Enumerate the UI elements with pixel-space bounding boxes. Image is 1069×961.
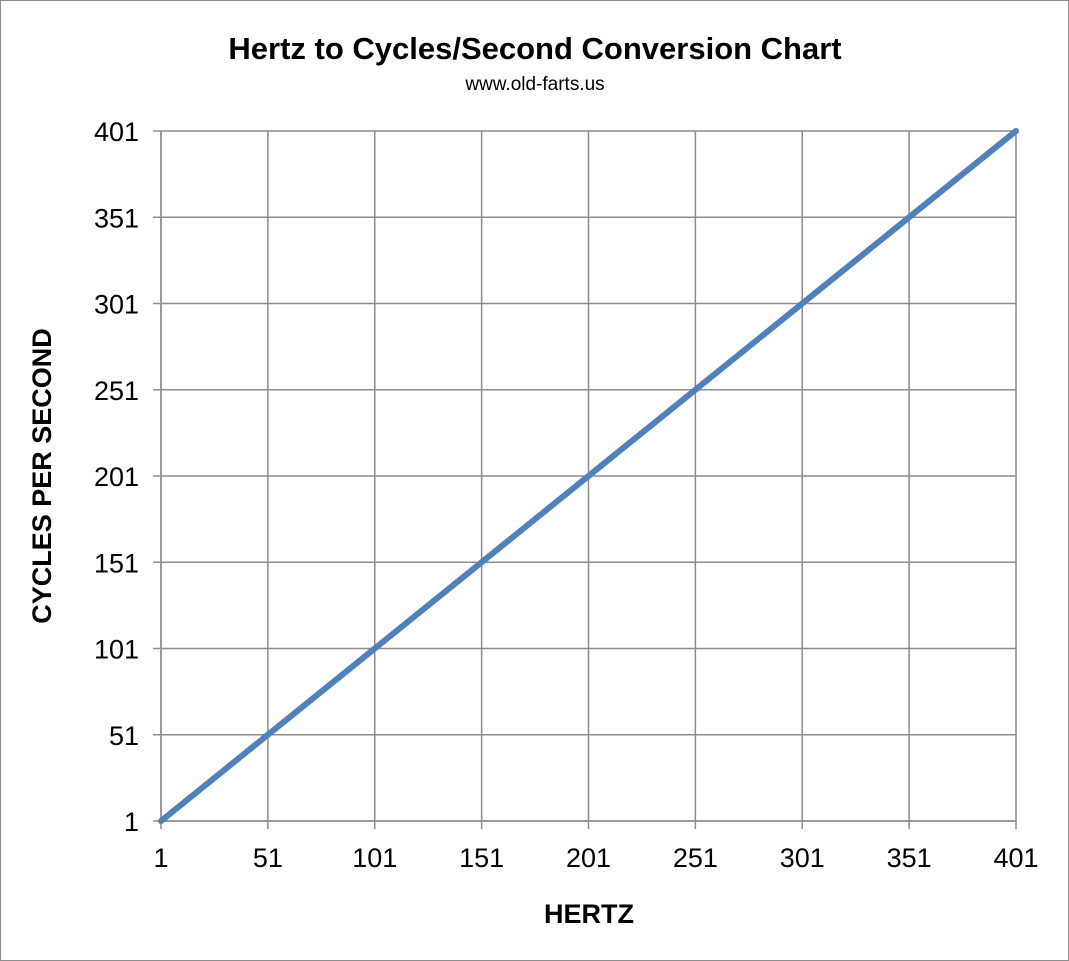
y-axis-title: CYCLES PER SECOND — [27, 328, 57, 624]
x-tick-label: 201 — [566, 843, 611, 873]
x-axis-title: HERTZ — [544, 899, 634, 929]
x-tick-labels: 1 51 101 151 201 251 301 351 401 — [153, 843, 1038, 873]
y-tick-label: 251 — [94, 376, 139, 406]
chart-subtitle: www.old-farts.us — [464, 74, 604, 95]
y-tick-label: 351 — [94, 203, 139, 233]
y-tick-label: 301 — [94, 290, 139, 320]
y-tick-label: 401 — [94, 117, 139, 147]
y-tick-label: 151 — [94, 548, 139, 578]
x-tick-label: 101 — [352, 843, 397, 873]
x-tick-label: 51 — [253, 843, 283, 873]
x-tick-label: 301 — [780, 843, 825, 873]
y-tick-label: 201 — [94, 462, 139, 492]
y-tick-label: 1 — [124, 807, 139, 837]
y-tick-label: 101 — [94, 635, 139, 665]
chart-title: Hertz to Cycles/Second Conversion Chart — [228, 31, 841, 66]
axes — [153, 130, 1017, 829]
y-tick-label: 51 — [109, 721, 139, 751]
series — [158, 128, 1019, 824]
x-tick-label: 251 — [673, 843, 718, 873]
x-tick-label: 351 — [887, 843, 932, 873]
series-line-0 — [158, 128, 1019, 824]
x-tick-label: 401 — [993, 843, 1038, 873]
x-tick-label: 1 — [153, 843, 168, 873]
x-tick-label: 151 — [459, 843, 504, 873]
